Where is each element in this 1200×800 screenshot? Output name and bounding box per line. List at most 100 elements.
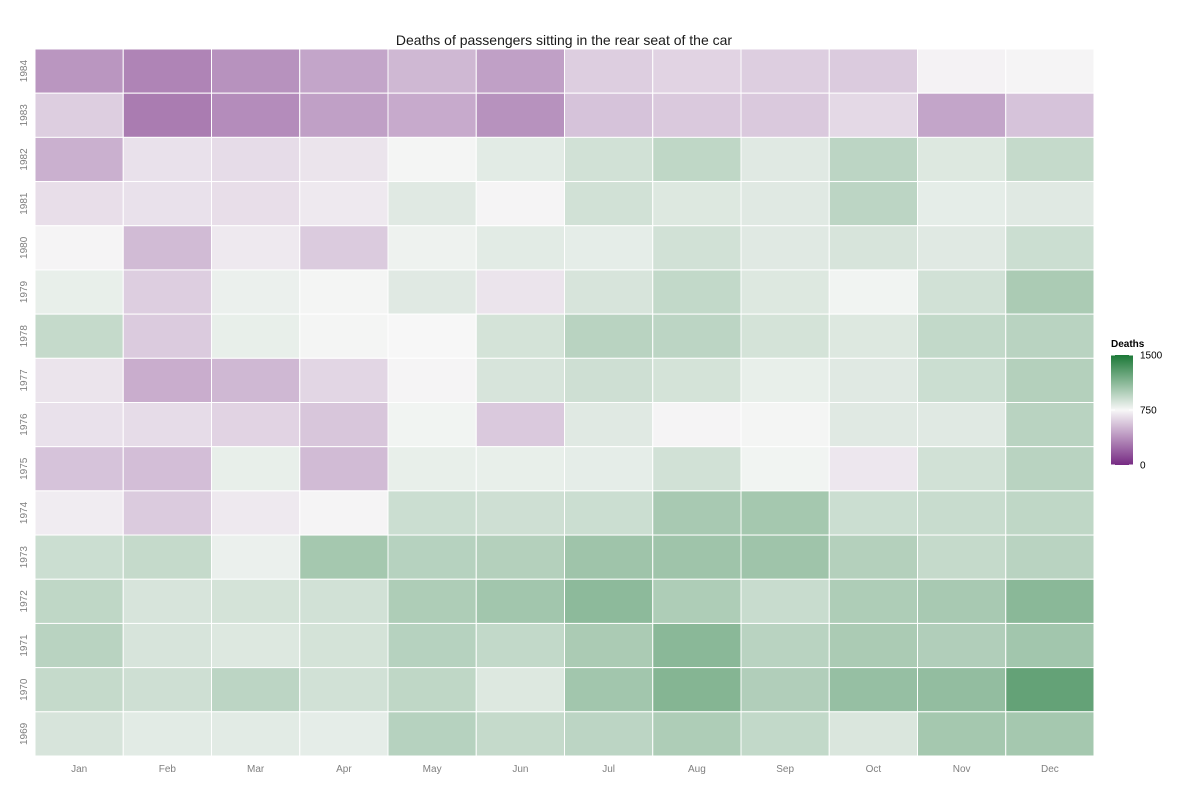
x-tick-label: Jun	[512, 764, 528, 775]
x-tick-label: Feb	[159, 764, 177, 775]
heatmap-cell-1984-Feb	[122, 48, 212, 94]
heatmap-cell-1982-Sep	[740, 136, 830, 183]
heatmap-cell-1981-Oct	[828, 181, 918, 227]
heatmap-cell-1978-Mar	[211, 313, 301, 359]
heatmap-cell-1969-Mar	[211, 711, 301, 757]
y-tick-label: 1982	[19, 148, 30, 171]
heatmap-cell-1977-Oct	[828, 357, 918, 403]
heatmap-cell-1981-May	[387, 181, 477, 227]
heatmap-cell-1971-Nov	[917, 622, 1007, 669]
heatmap-cell-1975-Sep	[740, 446, 830, 492]
heatmap-cell-1973-Nov	[917, 534, 1007, 580]
heatmap-cell-1983-Mar	[211, 92, 301, 138]
y-tick-label: 1978	[19, 325, 30, 348]
heatmap-cell-1974-Jul	[564, 490, 654, 536]
heatmap-cell-1978-Jul	[564, 313, 654, 359]
y-tick-label: 1979	[19, 280, 30, 303]
heatmap-cell-1971-Jul	[564, 622, 654, 669]
heatmap-cell-1971-Mar	[211, 622, 301, 669]
heatmap-cell-1982-Aug	[652, 136, 742, 183]
heatmap-cell-1971-Apr	[299, 622, 389, 669]
heatmap-cell-1971-Oct	[828, 622, 918, 669]
heatmap-cell-1979-Mar	[211, 269, 301, 315]
heatmap-cell-1969-Jan	[34, 711, 124, 757]
heatmap-cell-1983-Oct	[828, 92, 918, 138]
heatmap-cell-1971-Jan	[34, 622, 124, 669]
heatmap-cell-1969-Dec	[1005, 711, 1095, 757]
heatmap-cell-1984-Sep	[740, 48, 830, 94]
heatmap-cell-1984-Jun	[475, 48, 565, 94]
heatmap-cell-1982-Apr	[299, 136, 389, 183]
heatmap-cell-1977-Mar	[211, 357, 301, 403]
heatmap-cell-1974-Mar	[211, 490, 301, 536]
chart-title: Deaths of passengers sitting in the rear…	[396, 32, 733, 48]
y-tick-label: 1971	[19, 634, 30, 657]
heatmap-cell-1979-Jul	[564, 269, 654, 315]
heatmap-cell-1971-Dec	[1005, 622, 1095, 669]
heatmap-cell-1976-Dec	[1005, 402, 1095, 448]
heatmap-cell-1982-Jan	[34, 136, 124, 183]
heatmap-cell-1976-Apr	[299, 402, 389, 448]
heatmap-cell-1969-Sep	[740, 711, 830, 757]
heatmap-cell-1969-Jun	[475, 711, 565, 757]
heatmap-cell-1984-Oct	[828, 48, 918, 94]
legend-tick-label: 1500	[1140, 351, 1163, 362]
heatmap-cell-1983-Jan	[34, 92, 124, 138]
heatmap-cell-1975-Aug	[652, 446, 742, 492]
heatmap-cell-1977-May	[387, 357, 477, 403]
heatmap-cell-1970-Jun	[475, 667, 565, 713]
heatmap-cell-1979-Dec	[1005, 269, 1095, 315]
legend-tick-label: 0	[1140, 461, 1146, 472]
heatmap-cell-1982-Oct	[828, 136, 918, 183]
y-tick-label: 1981	[19, 192, 30, 215]
x-tick-label: Mar	[247, 764, 265, 775]
y-tick-label: 1969	[19, 722, 30, 745]
y-tick-label: 1972	[19, 590, 30, 613]
heatmap-cell-1977-Apr	[299, 357, 389, 403]
heatmap-cell-1973-Apr	[299, 534, 389, 580]
heatmap-cell-1979-Nov	[917, 269, 1007, 315]
heatmap-cell-1983-Jul	[564, 92, 654, 138]
heatmap-cell-1972-Dec	[1005, 578, 1095, 624]
heatmap-cell-1976-Feb	[122, 402, 212, 448]
heatmap-cell-1977-Sep	[740, 357, 830, 403]
heatmap-cell-1973-Jun	[475, 534, 565, 580]
heatmap-cell-1970-Apr	[299, 667, 389, 713]
heatmap-cell-1976-May	[387, 402, 477, 448]
heatmap-cell-1974-Jan	[34, 490, 124, 536]
heatmap-cell-1981-Jan	[34, 181, 124, 227]
x-tick-label: Aug	[688, 764, 706, 775]
heatmap-cell-1983-Sep	[740, 92, 830, 138]
y-tick-label: 1983	[19, 104, 30, 127]
heatmap-cell-1972-May	[387, 578, 477, 624]
heatmap-cell-1975-Nov	[917, 446, 1007, 492]
heatmap-cell-1979-Jun	[475, 269, 565, 315]
heatmap-cell-1980-Apr	[299, 225, 389, 271]
heatmap-cell-1977-Jul	[564, 357, 654, 403]
heatmap-cell-1983-Feb	[122, 92, 212, 138]
heatmap-cell-1975-Jan	[34, 446, 124, 492]
y-axis-ticks: 1984 1983 1982 1981 1980 1979 1978 1977 1976 1975…	[19, 60, 30, 745]
heatmap-cell-1976-Aug	[652, 402, 742, 448]
heatmap-cell-1981-Nov	[917, 181, 1007, 227]
heatmap-cell-1984-Jan	[34, 48, 124, 94]
y-tick-label: 1977	[19, 369, 30, 392]
heatmap-cell-1974-Apr	[299, 490, 389, 536]
heatmap-cell-1969-May	[387, 711, 477, 757]
heatmap-cell-1973-Aug	[652, 534, 742, 580]
heatmap-cell-1972-Apr	[299, 578, 389, 624]
heatmap-cell-1972-Oct	[828, 578, 918, 624]
heatmap-cell-1982-Dec	[1005, 136, 1095, 183]
heatmap-cells	[34, 48, 1095, 757]
heatmap-cell-1981-Feb	[122, 181, 212, 227]
heatmap-cell-1971-May	[387, 622, 477, 669]
heatmap-cell-1982-Mar	[211, 136, 301, 183]
heatmap-cell-1977-Jun	[475, 357, 565, 403]
heatmap-cell-1984-Mar	[211, 48, 301, 94]
heatmap-cell-1980-Feb	[122, 225, 212, 271]
heatmap-cell-1978-Aug	[652, 313, 742, 359]
heatmap-cell-1981-Jun	[475, 181, 565, 227]
heatmap-cell-1981-Mar	[211, 181, 301, 227]
heatmap-cell-1977-Nov	[917, 357, 1007, 403]
heatmap-cell-1972-Mar	[211, 578, 301, 624]
